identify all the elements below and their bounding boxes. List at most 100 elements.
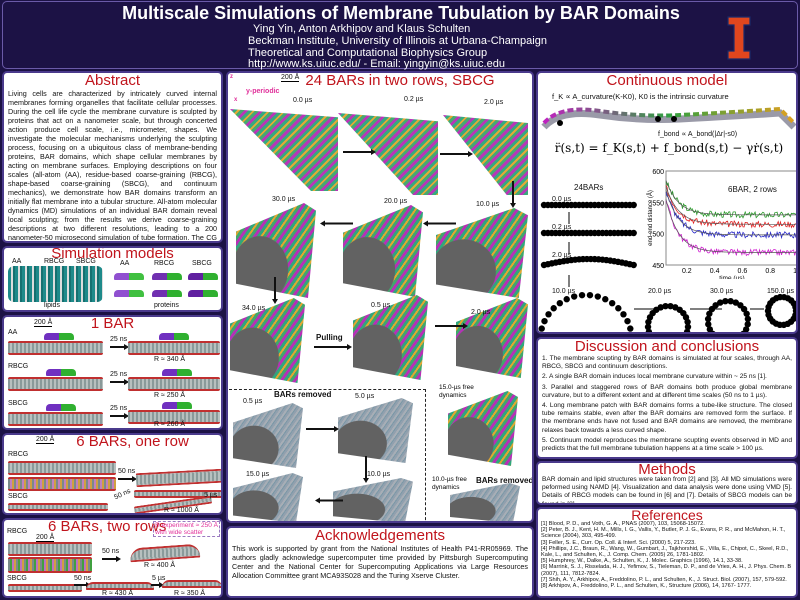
series-line [665,181,796,219]
time-label: 5 µs [152,575,166,582]
time-label: 2.0 µs [552,252,572,259]
plot-title: 6BAR, 2 rows [728,185,777,194]
scale-bar: 200 Å [36,436,55,444]
discussion-title: Discussion and conclusions [574,338,760,355]
bars-removed-label: BARs removed [476,476,534,485]
one-bar-title: 1 BAR [90,315,135,332]
pulling-label: Pulling [316,333,343,342]
fbond-formula: f_bond ∝ A_bond(|Δr|-s0) [658,131,738,138]
bead [624,317,631,325]
time-label: 25 ns [110,371,128,378]
group: Theoretical and Computational Biophysics… [248,47,488,59]
y-tick-label: 550 [652,200,664,207]
bead [627,325,634,332]
bead [538,333,543,334]
equation: r̈(s,t) = f_K(s,t) + f_bond(s,t) − γṙ(s,… [554,141,784,155]
sbcg-protein-label: SBCG [192,260,212,267]
protein-image [188,273,218,280]
tubulation-title: 24 BARs in two rows, SBCG [305,72,495,89]
bead [630,201,637,209]
chain-0us [540,201,637,209]
conclusion-item: 5. Continuum model reproduces the membra… [542,436,792,453]
sbcg-label: SBCG [7,575,27,582]
bead [792,311,796,319]
bead [563,296,570,303]
snapshot [236,203,316,298]
time-label: 0.2 µs [404,96,424,103]
snapshot [338,113,438,195]
bars-removed-box [229,389,426,521]
fit-line [665,186,796,225]
radius-label: R ≈ 350 Å [174,590,206,597]
fit-line [665,180,796,216]
bead [578,291,586,299]
methods-title: Methods [638,461,696,478]
references-title: References [631,507,703,523]
axis-z-label: z [230,74,233,80]
acknowledgements-title: Acknowledgements [314,527,446,544]
time-label: 0.5 µs [243,398,263,405]
protein-image [152,290,182,297]
six-bars-two-rows-panel: 6 BARs, two rows 200 Å R experiment ≈ 25… [2,518,223,598]
sbcg-label: SBCG [8,400,28,407]
rbcg-protein-label: RBCG [154,260,175,267]
time-label: 5 µs [204,492,218,499]
contact[interactable]: http://www.ks.uiuc.edu/ - Email: yingyin… [248,58,505,70]
time-label: 10.0 µs [367,471,391,478]
bead [645,328,653,332]
time-label: 50 ns [113,487,132,502]
acknowledgements-text: This work is supported by grant from the… [232,544,528,580]
snapshot [436,208,528,298]
aa-label: AA [12,258,22,265]
conclusion-item: 1. The membrane scupting by BAR domains … [542,355,792,371]
bead-chain-figure [538,201,796,334]
free-dynamics-10-label: 10.0-µs free dynamics [432,476,467,491]
time-label: 0.0 µs [293,97,313,104]
bead [645,318,652,326]
time-label: 10.0 µs [476,201,500,208]
x-tick-label: 0.8 [765,268,775,275]
time-label: 25 ns [110,405,128,412]
reference-item: [5] Humphrey, W., Dalke, A., Schulten, K… [541,558,743,565]
time-label: 5.0 µs [355,393,375,400]
aa-protein-label: AA [120,260,130,267]
bead [586,291,594,299]
snapshot [443,115,528,195]
radius-label: R ≈ 400 Å [144,562,176,569]
series-line [665,185,796,229]
time-label: 30.0 µs [710,288,734,295]
references-panel: References [1] Blood, P. D., and Voth, G… [536,507,798,598]
x-tick-label: 0.2 [682,268,692,275]
abstract-title: Abstract [84,72,141,89]
bead [550,305,557,312]
simulation-models-title: Simulation models [51,246,174,262]
bead [743,310,750,317]
free-dynamics-15-label: 15.0-µs free dynamics [439,384,474,399]
radius-label: R ≈ 1000 Å [164,507,199,514]
institution: Beckman Institute, University of Illinoi… [248,35,547,47]
university-logo [727,16,751,60]
conclusion-item: 2. A single BAR domain induces local mem… [542,373,767,381]
time-label: 0.5 µs [371,302,391,309]
methods-panel: Methods BAR domain and lipid structures … [536,461,798,505]
time-label: 20.0 µs [384,198,408,205]
time-label: 10.0 µs [552,288,576,295]
chain-30us [704,297,752,332]
bead [541,317,548,325]
chain-title: 24BARs [574,183,604,192]
bead [630,261,637,269]
bars-removed-label: BARs removed [274,390,332,399]
authors: Ying Yin, Anton Arkhipov and Klaus Schul… [253,23,471,35]
six-bars-one-row-panel: 6 BARs, one row 200 Å RBCG 50 ns SBCG 50… [2,433,223,515]
reference-item: [4] Phillips, J.C., Braun, R., Wang, W.,… [541,545,789,559]
bead [742,326,750,332]
bead [570,293,578,300]
bead [704,315,712,323]
scale-bar: 200 Å [36,534,55,542]
proteins-label: proteins [154,302,179,309]
time-label: 15.0 µs [246,471,270,478]
reference-item: [3] Feller, S. E., Curr. Op. Coll. & Int… [541,539,696,546]
protein-image [114,290,144,297]
simulation-models-panel: Simulation models AA RBCG SBCG lipids AA… [2,246,223,312]
